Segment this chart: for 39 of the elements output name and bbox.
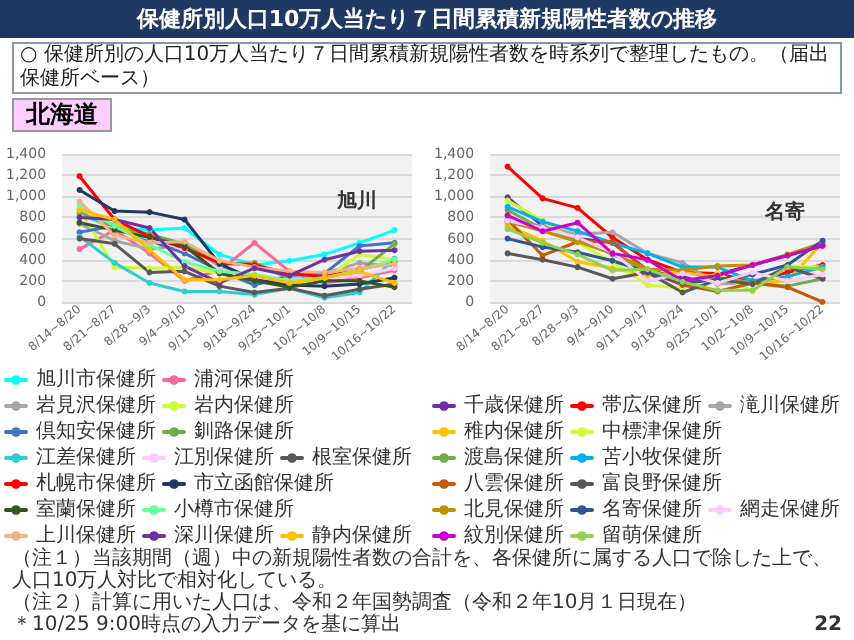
legend-label: 札幌市保健所 <box>36 471 156 495</box>
legend-label: 帯広保健所 <box>601 393 701 417</box>
legend-label: 旭川市保健所 <box>36 367 156 391</box>
legend-label: 市立函館保健所 <box>194 471 334 495</box>
legend-label: 名寄保健所 <box>601 497 701 521</box>
legend-label: 小樽市保健所 <box>174 497 294 521</box>
legend-label: 江差保健所 <box>36 445 136 469</box>
legend-label: 釧路保健所 <box>194 419 294 443</box>
legend-label: 浦河保健所 <box>194 367 294 391</box>
annotation: 旭川 <box>334 189 377 214</box>
text: 22 <box>814 614 842 636</box>
legend-label: 苫小牧保健所 <box>601 445 721 469</box>
legend-label: 紋別保健所 <box>463 523 563 547</box>
legend-label: 千歳保健所 <box>463 393 563 417</box>
legend-label: 中標津保健所 <box>601 419 721 443</box>
chart-title: 保健所別人口10万人当たり７日間累積新規陽性者数の推移 <box>0 0 854 38</box>
legend-label: 岩内保健所 <box>194 393 294 417</box>
chart-subtitle: ○ 保健所別の人口10万人当たり７日間累積新規陽性者数を時系列で整理したもの。（届出保健所ベース） <box>12 42 842 94</box>
annotation: 名寄 <box>761 199 804 224</box>
text: 北海道 <box>12 98 112 132</box>
legend-label: 網走保健所 <box>737 497 839 521</box>
legend-label: 稚内保健所 <box>463 419 563 443</box>
legend-label: 富良野保健所 <box>601 471 721 495</box>
legend-label: 上川保健所 <box>36 523 136 547</box>
text: （注１）当該期間（週）中の新規陽性者数の合計を、各保健所に属する人口で除した上で、人口10万人対比で相対化している。 <box>12 548 834 592</box>
legend-label: 深川保健所 <box>174 523 274 547</box>
legend-label: 北見保健所 <box>463 497 563 521</box>
legend-label: 留萌保健所 <box>601 523 701 547</box>
legend-label: 根室保健所 <box>312 445 412 469</box>
legend-label: 渡島保健所 <box>463 445 563 469</box>
legend-label: 岩見沢保健所 <box>36 393 156 417</box>
text: ＊10/25 9:00時点の入力データを基に算出 <box>12 614 401 636</box>
legend-label: 八雲保健所 <box>463 471 563 495</box>
legend-label: 静内保健所 <box>312 523 412 547</box>
legend-label: 倶知安保健所 <box>36 419 156 443</box>
legend-label: 室蘭保健所 <box>36 497 136 521</box>
legend-label: 江別保健所 <box>174 445 274 469</box>
legend-label: 滝川保健所 <box>739 393 839 417</box>
text: （注２）計算に用いた人口は、令和２年国勢調査（令和２年10月１日現在） <box>12 592 700 614</box>
